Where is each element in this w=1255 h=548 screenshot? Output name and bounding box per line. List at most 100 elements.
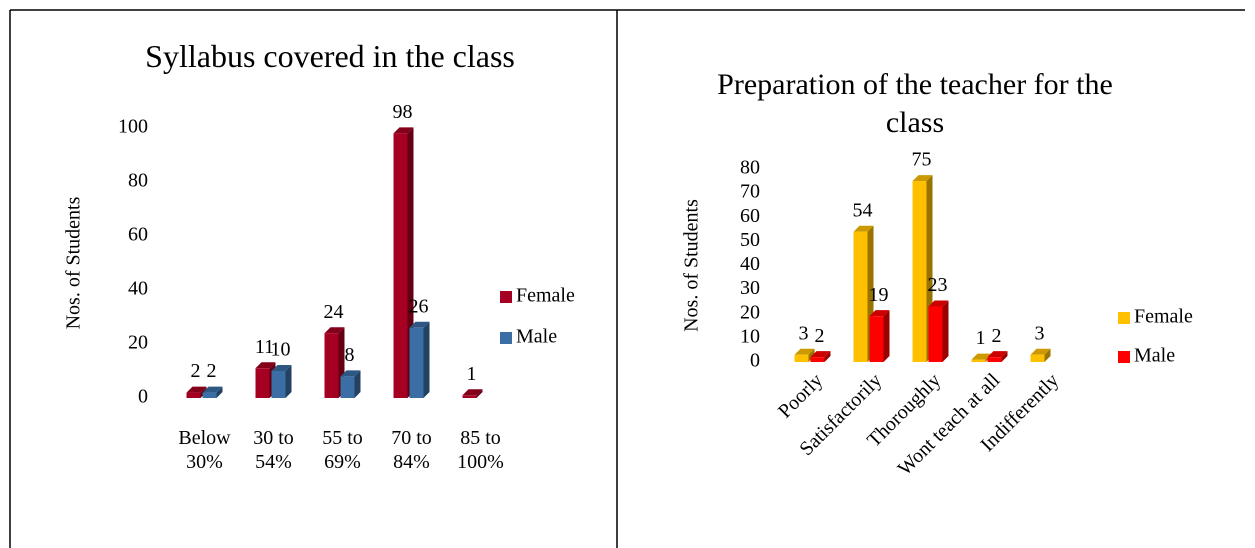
- x-tick-label: 70 to 84%: [391, 427, 432, 473]
- bar: [928, 306, 943, 362]
- bar-top: [271, 365, 292, 371]
- bar-side: [423, 321, 430, 398]
- data-label: 3: [799, 322, 809, 344]
- y-axis-label: Nos. of Students: [681, 199, 703, 332]
- bar-side: [942, 300, 949, 362]
- bar-side: [285, 365, 292, 398]
- bar-top: [340, 370, 361, 377]
- x-tick-label: 30 to 54%: [253, 427, 294, 473]
- bar-top: [928, 300, 949, 307]
- bar-side: [476, 389, 483, 398]
- bar-top: [409, 321, 430, 328]
- bar: [810, 357, 825, 362]
- x-tick-label: Below 30%: [178, 427, 231, 473]
- bar-side: [1044, 348, 1051, 362]
- data-label: 8: [345, 344, 355, 366]
- data-label: 3: [1035, 322, 1045, 344]
- chart-title: Preparation of the teacher for the class: [717, 68, 1113, 139]
- data-label: 1: [976, 327, 986, 349]
- bar: [794, 354, 809, 362]
- bar: [971, 359, 986, 362]
- bar: [271, 371, 286, 398]
- bar-side: [808, 348, 815, 362]
- bar-side: [1001, 351, 1008, 362]
- bar: [869, 316, 884, 362]
- bar: [987, 357, 1002, 362]
- bar: [409, 327, 424, 398]
- x-tick-label: 55 to 69%: [322, 427, 363, 473]
- x-tick-label: Poorly: [774, 369, 827, 422]
- y-tick-label: 20: [128, 332, 148, 354]
- bar-top: [853, 225, 874, 232]
- chart-title: Syllabus covered in the class: [145, 38, 515, 74]
- legend-label: Female: [1134, 306, 1193, 328]
- y-tick-label: 0: [750, 350, 760, 372]
- bar-top: [393, 127, 414, 134]
- data-label: 10: [271, 339, 291, 361]
- bar-top: [987, 351, 1008, 358]
- legend-label: Male: [516, 326, 557, 348]
- y-tick-label: 60: [740, 205, 760, 227]
- y-tick-label: 40: [740, 253, 760, 275]
- bar-top: [794, 348, 815, 355]
- data-label: 75: [912, 149, 932, 171]
- bar: [186, 392, 201, 398]
- bar-top: [869, 310, 890, 317]
- data-label: 11: [255, 336, 274, 358]
- bar-top: [324, 327, 345, 334]
- y-tick-label: 0: [138, 386, 148, 408]
- y-tick-label: 50: [740, 229, 760, 251]
- bar: [1030, 354, 1045, 362]
- bar-top: [202, 386, 223, 393]
- data-label: 26: [409, 295, 429, 317]
- data-label: 2: [992, 325, 1002, 347]
- y-tick-label: 80: [128, 170, 148, 192]
- bar-top: [810, 351, 831, 358]
- bar: [393, 133, 408, 398]
- y-tick-label: 100: [118, 116, 148, 138]
- data-label: 19: [869, 284, 889, 306]
- y-tick-label: 30: [740, 277, 760, 299]
- bar-top: [971, 353, 992, 360]
- bar: [853, 231, 868, 362]
- y-tick-label: 60: [128, 224, 148, 246]
- legend-swatch: [1118, 351, 1130, 363]
- bar: [255, 368, 270, 398]
- data-label: 23: [928, 274, 948, 296]
- bar: [202, 392, 217, 398]
- y-tick-label: 20: [740, 301, 760, 323]
- bar: [324, 333, 339, 398]
- data-label: 24: [324, 301, 344, 323]
- bar-top: [912, 175, 933, 182]
- data-label: 2: [191, 360, 201, 382]
- x-tick-label: Wont teach at all: [894, 369, 1005, 480]
- bar-side: [883, 310, 890, 362]
- bar: [462, 395, 477, 398]
- x-tick-label: 85 to 100%: [457, 427, 504, 473]
- bar-top: [462, 389, 483, 396]
- bar: [912, 181, 927, 362]
- data-label: 2: [815, 325, 825, 347]
- y-tick-label: 40: [128, 278, 148, 300]
- bar-side: [824, 351, 831, 362]
- y-tick-label: 80: [740, 157, 760, 179]
- data-label: 1: [467, 363, 477, 385]
- legend-swatch: [500, 291, 512, 303]
- bar: [340, 376, 355, 398]
- bar-side: [216, 386, 223, 398]
- bar-top: [1030, 348, 1051, 355]
- data-label: 54: [853, 199, 873, 221]
- bar-side: [354, 370, 361, 398]
- bar-top: [186, 386, 207, 393]
- y-axis-label: Nos. of Students: [63, 196, 85, 329]
- y-tick-label: 10: [740, 325, 760, 347]
- data-label: 2: [207, 360, 217, 382]
- legend-swatch: [500, 332, 512, 344]
- y-tick-label: 70: [740, 181, 760, 203]
- legend-label: Female: [516, 285, 575, 307]
- data-label: 98: [393, 101, 413, 123]
- bar-top: [255, 362, 276, 369]
- legend-label: Male: [1134, 345, 1175, 367]
